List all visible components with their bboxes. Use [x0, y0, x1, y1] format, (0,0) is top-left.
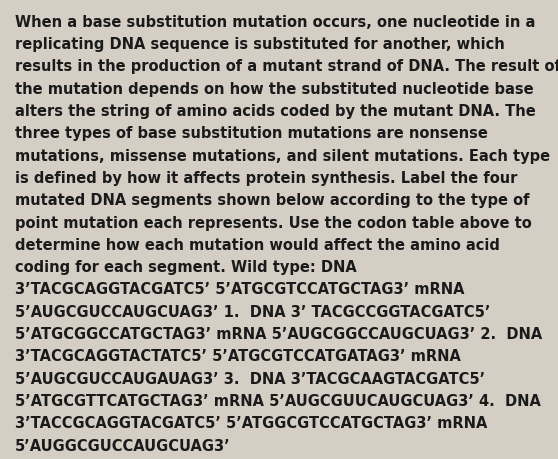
Text: 5’ATGCGGCCATGCTAG3’ mRNA 5’AUGCGGCCAUGCUAG3’ 2.  DNA: 5’ATGCGGCCATGCTAG3’ mRNA 5’AUGCGGCCAUGCU…	[15, 326, 542, 341]
Text: 5’ATGCGTTCATGCTAG3’ mRNA 5’AUGCGUUCAUGCUAG3’ 4.  DNA: 5’ATGCGTTCATGCTAG3’ mRNA 5’AUGCGUUCAUGCU…	[15, 393, 541, 408]
Text: 3’TACGCAGGTACGATC5’ 5’ATGCGTCCATGCTAG3’ mRNA: 3’TACGCAGGTACGATC5’ 5’ATGCGTCCATGCTAG3’ …	[15, 282, 465, 297]
Text: determine how each mutation would affect the amino acid: determine how each mutation would affect…	[15, 237, 500, 252]
Text: 3’TACCGCAGGTACGATC5’ 5’ATGGCGTCCATGCTAG3’ mRNA: 3’TACCGCAGGTACGATC5’ 5’ATGGCGTCCATGCTAG3…	[15, 415, 488, 431]
Text: coding for each segment. Wild type: DNA: coding for each segment. Wild type: DNA	[15, 259, 357, 274]
Text: alters the string of amino acids coded by the mutant DNA. The: alters the string of amino acids coded b…	[15, 104, 536, 119]
Text: 5’AUGCGUCCAUGAUAG3’ 3.  DNA 3’TACGCAAGTACGATC5’: 5’AUGCGUCCAUGAUAG3’ 3. DNA 3’TACGCAAGTAC…	[15, 371, 485, 386]
Text: replicating DNA sequence is substituted for another, which: replicating DNA sequence is substituted …	[15, 37, 505, 52]
Text: point mutation each represents. Use the codon table above to: point mutation each represents. Use the …	[15, 215, 532, 230]
Text: 3’TACGCAGGTACTATC5’ 5’ATGCGTCCATGATAG3’ mRNA: 3’TACGCAGGTACTATC5’ 5’ATGCGTCCATGATAG3’ …	[15, 348, 461, 364]
Text: three types of base substitution mutations are nonsense: three types of base substitution mutatio…	[15, 126, 488, 141]
Text: the mutation depends on how the substituted nucleotide base: the mutation depends on how the substitu…	[15, 81, 533, 96]
Text: is defined by how it affects protein synthesis. Label the four: is defined by how it affects protein syn…	[15, 170, 517, 185]
Text: mutations, missense mutations, and silent mutations. Each type: mutations, missense mutations, and silen…	[15, 148, 550, 163]
Text: When a base substitution mutation occurs, one nucleotide in a: When a base substitution mutation occurs…	[15, 15, 536, 30]
Text: results in the production of a mutant strand of DNA. The result of: results in the production of a mutant st…	[15, 59, 558, 74]
Text: 5’AUGCGUCCAUGCUAG3’ 1.  DNA 3’ TACGCCGGTACGATC5’: 5’AUGCGUCCAUGCUAG3’ 1. DNA 3’ TACGCCGGTA…	[15, 304, 490, 319]
Text: 5’AUGGCGUCCAUGCUAG3’: 5’AUGGCGUCCAUGCUAG3’	[15, 437, 230, 453]
Text: mutated DNA segments shown below according to the type of: mutated DNA segments shown below accordi…	[15, 193, 530, 208]
